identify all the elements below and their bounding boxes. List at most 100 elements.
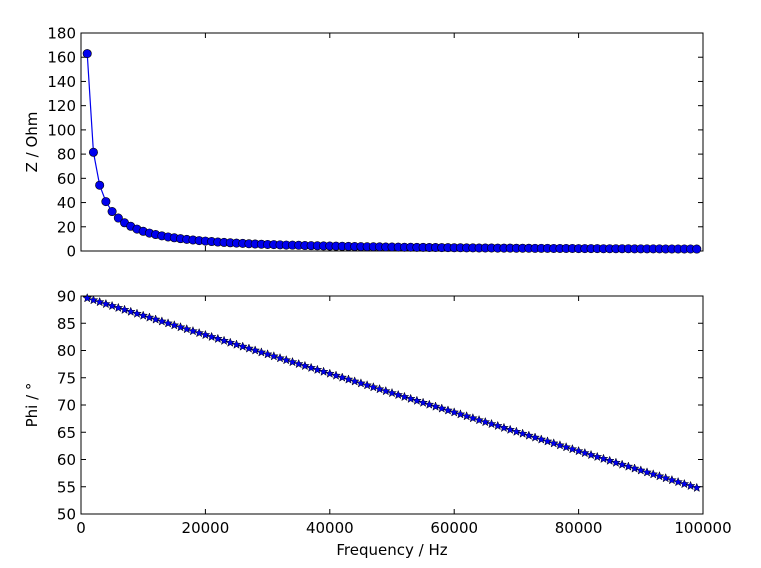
phase-point — [505, 424, 516, 434]
phase-point — [467, 412, 478, 423]
phase-point — [461, 411, 472, 421]
phase-point — [629, 463, 640, 473]
phase-point — [411, 395, 422, 405]
phase-point — [586, 449, 596, 460]
phase-point — [424, 399, 435, 409]
phase-point — [523, 430, 534, 440]
phase-point — [94, 296, 105, 307]
phase-x-tick-label: 100000 — [674, 519, 731, 537]
phase-point — [299, 360, 310, 371]
phase-point — [293, 358, 304, 369]
impedance-y-tick-label: 20 — [57, 218, 76, 236]
phase-point — [200, 329, 211, 340]
phase-point — [125, 306, 136, 316]
phase-point — [666, 474, 677, 485]
phase-point — [275, 352, 285, 363]
phase-point — [163, 318, 174, 328]
phase-point — [579, 447, 590, 458]
impedance-point — [692, 244, 702, 254]
impedance-y-tick-label: 80 — [57, 146, 76, 164]
phase-point — [679, 478, 690, 489]
phase-point — [492, 420, 503, 431]
phase-point — [405, 393, 416, 404]
impedance-point — [82, 49, 92, 59]
phase-point — [660, 472, 671, 483]
impedance-series — [82, 49, 702, 254]
phase-point — [486, 418, 497, 429]
phase-point — [113, 302, 124, 313]
phase-point — [206, 331, 217, 342]
phase-y-tick-label: 50 — [57, 506, 76, 524]
phase-point — [499, 422, 509, 433]
phase-point — [355, 378, 366, 388]
phase-point — [138, 310, 149, 320]
phase-point — [219, 335, 230, 345]
phase-point — [399, 391, 410, 402]
phase-point — [175, 322, 186, 332]
phase-point — [368, 381, 379, 392]
phase-point — [554, 440, 565, 450]
phase-point — [262, 349, 273, 359]
impedance-y-axis-label: Z / Ohm — [23, 112, 41, 173]
impedance-y-tick-label: 180 — [47, 25, 76, 43]
phase-point — [387, 387, 397, 398]
phase-point — [287, 356, 298, 367]
impedance-y-tick-label: 140 — [47, 73, 76, 91]
phase-point — [119, 304, 130, 315]
frequency-x-axis-label: Frequency / Hz — [336, 541, 447, 559]
phase-point — [150, 314, 161, 324]
phase-point — [561, 441, 572, 452]
phase-y-tick-label: 65 — [57, 424, 76, 442]
phase-point — [617, 459, 628, 469]
phase-point — [592, 451, 603, 462]
phase-point — [480, 416, 491, 427]
phase-point — [443, 405, 453, 415]
phase-y-tick-label: 80 — [57, 342, 76, 360]
impedance-y-tick-label: 160 — [47, 49, 76, 67]
phase-x-tick-label: 20000 — [182, 519, 230, 537]
phase-point — [169, 320, 180, 330]
phase-y-tick-label: 60 — [57, 451, 76, 469]
phase-point — [132, 308, 142, 318]
phase-point — [474, 414, 485, 425]
impedance-y-tick-label: 0 — [66, 243, 76, 261]
phase-plot-ticks: 0 20000 40000 60000 80000 100000 50 55 60 65 70 75 8… — [57, 288, 732, 538]
impedance-y-tick-label: 60 — [57, 170, 76, 188]
phase-point — [642, 467, 652, 477]
phase-point — [635, 465, 646, 475]
phase-point — [610, 457, 621, 467]
phase-point — [88, 294, 99, 305]
phase-point — [623, 461, 634, 471]
phase-point — [256, 347, 267, 357]
phase-series — [82, 292, 702, 493]
phase-point — [349, 376, 360, 386]
phase-point — [530, 432, 541, 442]
phase-point — [393, 389, 404, 400]
phase-point — [337, 372, 348, 382]
phase-x-tick-label: 60000 — [430, 519, 478, 537]
phase-point — [380, 385, 391, 396]
impedance-point — [88, 147, 98, 157]
phase-y-tick-label: 85 — [57, 315, 76, 333]
impedance-plot-ticks: 0 20 40 60 80 100 120 140 160 180 — [47, 25, 704, 261]
phase-plot: 0 20000 40000 60000 80000 100000 50 55 60 65 70 75 8… — [23, 288, 732, 560]
phase-point — [648, 469, 659, 479]
phase-point — [430, 401, 441, 411]
phase-point — [418, 397, 429, 407]
phase-point — [673, 476, 684, 487]
phase-point — [212, 333, 223, 344]
phase-y-tick-label: 90 — [57, 288, 76, 306]
impedance-point — [95, 180, 105, 190]
impedance-plot: 0 20 40 60 80 100 120 140 160 180 Z / Ohm — [23, 25, 704, 261]
phase-point — [331, 370, 341, 380]
phase-point — [362, 380, 373, 390]
phase-point — [455, 409, 466, 419]
impedance-y-tick-label: 100 — [47, 121, 76, 139]
phase-point — [144, 312, 155, 322]
phase-point — [374, 383, 385, 394]
phase-point — [548, 438, 559, 448]
phase-point — [449, 407, 460, 417]
phase-point — [250, 345, 261, 355]
phase-y-tick-label: 70 — [57, 397, 76, 415]
